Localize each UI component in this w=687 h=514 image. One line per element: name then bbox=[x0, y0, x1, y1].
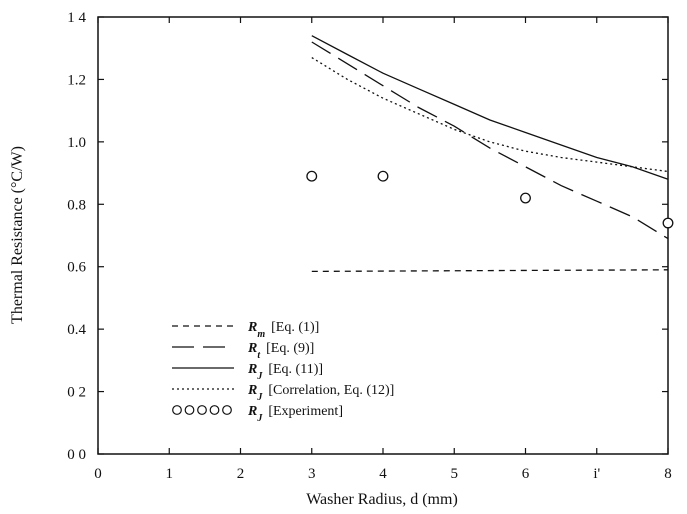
experiment-point bbox=[520, 192, 531, 204]
y-tick-label: 1 4 bbox=[67, 10, 86, 26]
y-tick-label: 0.6 bbox=[67, 260, 86, 276]
series-line-solid bbox=[311, 35, 669, 180]
y-tick-label: 0.4 bbox=[67, 322, 86, 338]
legend: Rm [Eq. (1)]Rt [Eq. (9)]RJ [Eq. (11)]RJ [Cor… bbox=[172, 320, 394, 424]
legend-label: Rm [Eq. (1)] bbox=[247, 320, 319, 340]
x-tick-label: 5 bbox=[451, 466, 459, 482]
series-line-long-dash bbox=[311, 41, 669, 240]
x-tick-label: 4 bbox=[379, 466, 387, 482]
y-tick-label: 0 2 bbox=[67, 385, 86, 401]
x-axis-label: Washer Radius, d (mm) bbox=[306, 491, 458, 508]
x-tick-label: i' bbox=[593, 466, 600, 482]
y-tick-label: 0.8 bbox=[67, 197, 86, 213]
legend-marker bbox=[209, 405, 220, 415]
legend-label: Rt [Eq. (9)] bbox=[247, 341, 314, 361]
experiment-point bbox=[306, 170, 318, 182]
y-axis-label: Thermal Resistance (°C/W) bbox=[9, 146, 26, 324]
legend-label: RJ [Experiment] bbox=[247, 404, 343, 424]
y-tick-label: 1.2 bbox=[67, 72, 86, 88]
experiment-point bbox=[662, 217, 674, 229]
legend-label: RJ [Correlation, Eq. (12)] bbox=[247, 383, 394, 403]
x-tick-label: 2 bbox=[237, 466, 245, 482]
experiment-point bbox=[377, 170, 389, 182]
legend-marker bbox=[197, 405, 207, 415]
y-axis: 0 0 0 2 0.4 0.6 0.8 1.0 1.2 1 4 bbox=[67, 10, 668, 463]
x-tick-label: 1 bbox=[166, 466, 174, 482]
x-tick-label: 6 bbox=[522, 466, 530, 482]
legend-marker bbox=[222, 405, 232, 415]
x-tick-label: 0 bbox=[94, 466, 102, 482]
legend-marker bbox=[184, 405, 195, 415]
series-layer bbox=[306, 35, 674, 273]
y-tick-label: 0 0 bbox=[67, 447, 86, 463]
x-tick-label: 8 bbox=[664, 466, 672, 482]
y-tick-label: 1.0 bbox=[67, 135, 86, 151]
x-tick-label: 3 bbox=[308, 466, 316, 482]
legend-label: RJ [Eq. (11)] bbox=[247, 362, 323, 382]
x-axis: 0 1 2 3 4 5 6 i' 8 bbox=[94, 17, 672, 482]
series-line-short-dash bbox=[311, 269, 669, 273]
legend-marker bbox=[172, 405, 182, 415]
